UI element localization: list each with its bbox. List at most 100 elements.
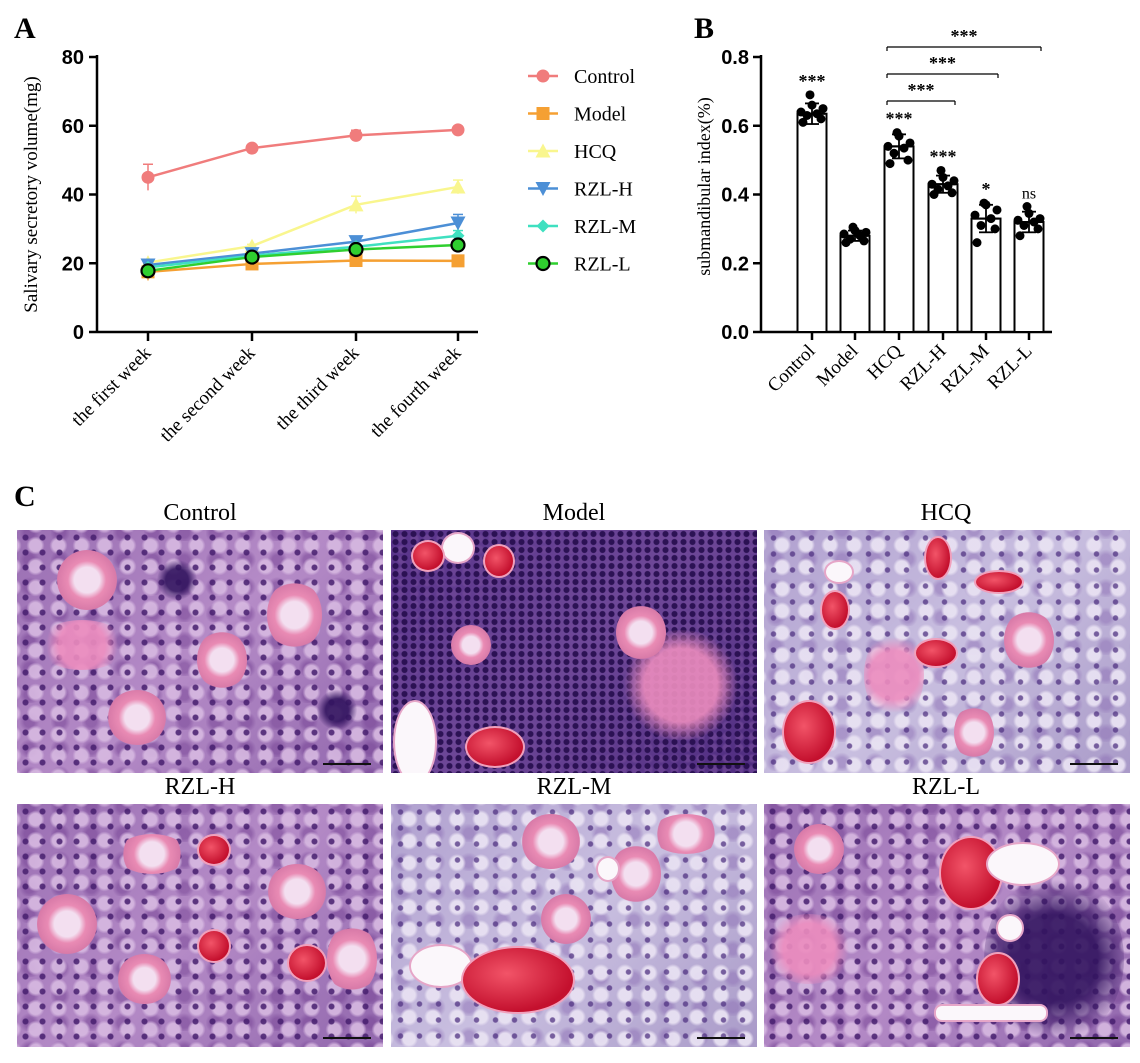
bracket-label: *** bbox=[929, 53, 956, 73]
bracket-label: *** bbox=[951, 26, 978, 46]
scale-bar bbox=[323, 1037, 371, 1039]
x-tick-label: the second week bbox=[156, 342, 260, 446]
y-tick-label: 0 bbox=[73, 322, 84, 344]
x-tick-label: Model bbox=[813, 341, 863, 391]
data-point bbox=[848, 222, 858, 232]
y-tick-label: 60 bbox=[62, 116, 84, 138]
data-point bbox=[140, 263, 156, 279]
panel-label-a: A bbox=[14, 12, 36, 45]
series-line bbox=[147, 185, 459, 264]
data-point bbox=[141, 170, 155, 184]
data-point bbox=[244, 249, 260, 265]
bracket-label: *** bbox=[908, 80, 935, 100]
data-point bbox=[979, 198, 989, 208]
panel-label-b: B bbox=[694, 12, 715, 45]
data-point bbox=[796, 107, 806, 117]
x-tick-label: RZL-L bbox=[984, 341, 1037, 394]
legend-item-model: Model bbox=[528, 104, 627, 126]
data-point bbox=[805, 90, 815, 100]
significance-label: *** bbox=[886, 109, 913, 129]
legend-marker bbox=[536, 107, 550, 120]
histology-title-rzl-m: RZL-M bbox=[536, 774, 612, 800]
data-point bbox=[807, 100, 817, 110]
scale-bar bbox=[697, 763, 745, 765]
y-tick-label: 0.0 bbox=[721, 322, 749, 344]
series-hcq bbox=[140, 179, 466, 270]
legend-item-rzl-m: RZL-M bbox=[528, 216, 636, 238]
data-point bbox=[1019, 220, 1029, 230]
legend-marker bbox=[535, 182, 551, 196]
bar bbox=[883, 145, 915, 333]
series-control bbox=[141, 123, 465, 191]
series-line bbox=[147, 221, 459, 267]
data-point bbox=[818, 104, 828, 114]
data-point bbox=[976, 220, 986, 230]
bar-group-hcq: ***HCQ bbox=[863, 109, 915, 384]
data-point bbox=[245, 141, 259, 155]
y-axis-label: submandibular index(%) bbox=[694, 97, 715, 275]
histology-title-hcq: HCQ bbox=[920, 500, 972, 526]
series-line bbox=[147, 234, 459, 269]
data-point bbox=[1022, 202, 1032, 212]
bar-group-rzl-l: ns RZL-L bbox=[984, 186, 1045, 394]
data-point bbox=[936, 165, 946, 175]
data-point bbox=[903, 155, 913, 165]
bar-chart-submandibular-index: 0.0 0.2 0.4 0.6 0.8 submandibular index(%) ***… bbox=[694, 26, 1052, 398]
data-point bbox=[889, 148, 899, 158]
legend-label: HCQ bbox=[574, 141, 617, 163]
data-point bbox=[972, 238, 982, 248]
data-point bbox=[885, 159, 895, 169]
x-tick-label: Control bbox=[764, 341, 820, 397]
legend-label: RZL-M bbox=[574, 216, 636, 238]
data-point bbox=[450, 179, 466, 194]
x-tick-label: the third week bbox=[272, 342, 364, 434]
series-line bbox=[147, 259, 459, 274]
y-tick-label: 80 bbox=[62, 47, 84, 69]
data-point bbox=[1035, 214, 1045, 224]
series-rzl-m bbox=[141, 229, 465, 274]
data-point bbox=[990, 224, 1000, 234]
x-tick-label: the fourth week bbox=[366, 342, 466, 442]
legend-label: Control bbox=[574, 66, 636, 88]
y-tick-label: 0.6 bbox=[721, 116, 749, 138]
legend-marker bbox=[535, 255, 551, 272]
data-point bbox=[905, 138, 915, 148]
data-point bbox=[451, 254, 465, 268]
comparison-bracket: *** bbox=[886, 26, 1042, 51]
y-tick-label: 40 bbox=[62, 185, 84, 207]
data-point bbox=[899, 143, 909, 153]
histology-image-rzl-m bbox=[391, 804, 757, 1047]
data-point bbox=[450, 237, 466, 253]
histology-image-hcq bbox=[764, 530, 1130, 773]
x-tick-label: RZL-M bbox=[937, 341, 994, 398]
series-line bbox=[147, 243, 459, 273]
histology-image-model bbox=[391, 530, 757, 773]
data-point bbox=[933, 184, 943, 194]
data-point bbox=[927, 179, 937, 189]
data-point bbox=[892, 128, 902, 138]
scale-bar bbox=[1070, 763, 1118, 765]
data-point bbox=[451, 123, 465, 137]
bar bbox=[1013, 221, 1045, 333]
data-point bbox=[938, 172, 948, 182]
panel-label-c: C bbox=[14, 480, 36, 513]
legend-item-control: Control bbox=[528, 66, 636, 88]
data-point bbox=[845, 234, 855, 244]
data-point bbox=[986, 214, 996, 224]
histology-image-rzl-h bbox=[17, 804, 383, 1047]
legend-marker bbox=[536, 219, 550, 233]
legend-item-rzl-h: RZL-H bbox=[528, 179, 633, 201]
data-point bbox=[348, 241, 364, 258]
data-point bbox=[949, 176, 959, 186]
series-rzl-l bbox=[140, 237, 466, 279]
data-point bbox=[861, 227, 871, 237]
y-tick-label: 0.2 bbox=[721, 253, 749, 275]
y-tick-label: 0.8 bbox=[721, 47, 749, 69]
data-point bbox=[1024, 208, 1034, 218]
y-tick-label: 0.4 bbox=[721, 185, 750, 207]
legend-label: Model bbox=[574, 104, 627, 126]
x-tick-label: the first week bbox=[68, 342, 156, 430]
line-chart-salivary-volume: 0 20 40 60 80 Salivary secretory volume(mg) th… bbox=[21, 47, 636, 446]
data-point bbox=[798, 117, 808, 127]
y-axis-label: Salivary secretory volume(mg) bbox=[21, 76, 42, 312]
